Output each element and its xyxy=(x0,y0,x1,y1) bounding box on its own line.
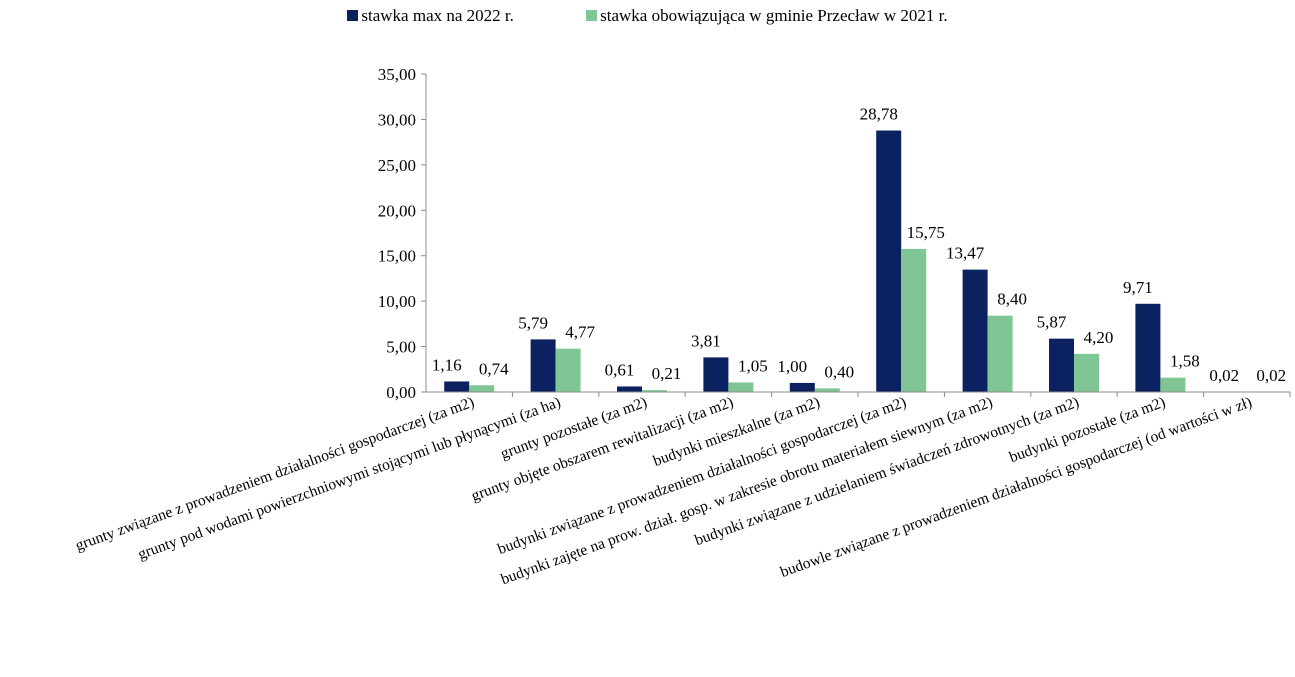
data-label-current-2021: 4,77 xyxy=(565,323,595,342)
y-tick-label: 15,00 xyxy=(378,247,416,266)
y-tick-label: 5,00 xyxy=(386,338,416,357)
data-label-max-2022: 28,78 xyxy=(860,105,898,124)
legend-swatch-max-2022 xyxy=(347,10,359,21)
bar-current-2021 xyxy=(728,382,754,392)
bar-max-2022 xyxy=(444,381,470,392)
data-label-current-2021: 0,21 xyxy=(652,364,682,383)
bar-current-2021 xyxy=(555,348,581,392)
bar-current-2021 xyxy=(987,315,1013,392)
chart-legend: stawka max na 2022 r. stawka obowiązując… xyxy=(0,6,1295,26)
legend-item-max-2022: stawka max na 2022 r. xyxy=(347,6,514,26)
x-tick-label: grunty związane z prowadzeniem działalno… xyxy=(73,394,476,555)
data-label-max-2022: 5,79 xyxy=(518,313,548,332)
y-tick-label: 25,00 xyxy=(378,156,416,175)
bar-max-2022 xyxy=(617,386,642,392)
data-label-max-2022: 5,87 xyxy=(1037,313,1067,332)
data-label-max-2022: 9,71 xyxy=(1123,278,1153,297)
bar-max-2022 xyxy=(1135,303,1161,392)
data-label-current-2021: 4,20 xyxy=(1084,328,1114,347)
data-label-current-2021: 0,40 xyxy=(824,362,854,381)
bar-max-2022 xyxy=(703,357,729,392)
data-label-current-2021: 8,40 xyxy=(997,290,1027,309)
bar-current-2021 xyxy=(814,388,840,392)
data-label-max-2022: 1,00 xyxy=(777,357,807,376)
bar-current-2021 xyxy=(1074,353,1099,392)
bar-current-2021 xyxy=(901,248,927,392)
bar-current-2021 xyxy=(469,385,495,392)
legend-swatch-current-2021 xyxy=(586,10,598,21)
bar-max-2022 xyxy=(876,130,902,393)
data-label-max-2022: 0,61 xyxy=(605,360,635,379)
data-label-max-2022: 1,16 xyxy=(432,355,462,374)
bar-current-2021 xyxy=(1160,377,1186,392)
y-tick-label: 0,00 xyxy=(386,383,416,402)
data-label-max-2022: 0,02 xyxy=(1209,366,1239,385)
y-tick-label: 10,00 xyxy=(378,292,416,311)
data-label-current-2021: 15,75 xyxy=(907,223,945,242)
y-tick-label: 20,00 xyxy=(378,201,416,220)
y-tick-label: 35,00 xyxy=(378,65,416,84)
bar-max-2022 xyxy=(1049,338,1074,392)
data-label-max-2022: 3,81 xyxy=(691,331,721,350)
bar-max-2022 xyxy=(962,269,988,392)
data-label-current-2021: 1,58 xyxy=(1170,352,1200,371)
y-tick-label: 30,00 xyxy=(378,110,416,129)
data-label-max-2022: 13,47 xyxy=(946,244,985,263)
bar-max-2022 xyxy=(789,382,815,392)
legend-item-current-2021: stawka obowiązująca w gminie Przecław w … xyxy=(586,6,948,26)
legend-label-current-2021: stawka obowiązująca w gminie Przecław w … xyxy=(600,6,948,25)
bar-current-2021 xyxy=(642,390,667,392)
legend-label-max-2022: stawka max na 2022 r. xyxy=(361,6,514,25)
data-label-current-2021: 0,74 xyxy=(479,359,509,378)
data-label-current-2021: 1,05 xyxy=(738,356,768,375)
bar-max-2022 xyxy=(530,339,556,392)
data-label-current-2021: 0,02 xyxy=(1256,366,1286,385)
